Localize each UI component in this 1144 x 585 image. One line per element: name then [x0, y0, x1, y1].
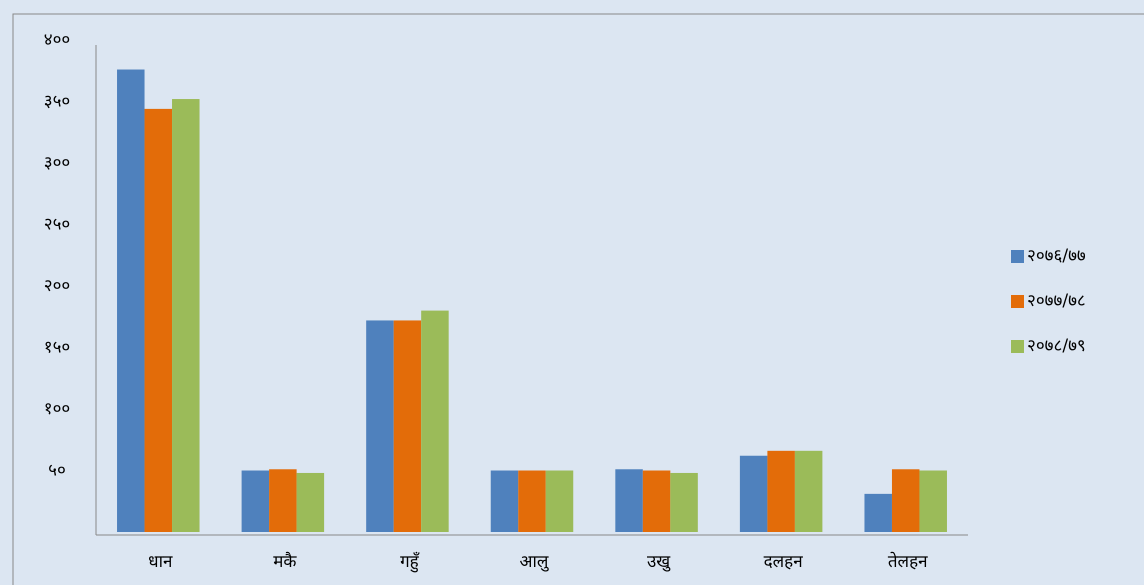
bar — [919, 470, 947, 532]
legend-swatch — [1011, 250, 1024, 263]
bar — [117, 69, 145, 533]
y-tick-label: २०० — [44, 276, 71, 296]
bar — [670, 472, 698, 532]
bar — [421, 310, 449, 532]
bar — [393, 320, 422, 532]
bar — [794, 450, 823, 532]
bar — [518, 470, 546, 532]
bar — [545, 470, 574, 532]
x-tick-label: उखु — [647, 552, 671, 572]
y-tick-label: १०० — [44, 399, 71, 419]
y-tick-label: ४०० — [44, 30, 71, 50]
bar — [144, 108, 173, 532]
legend-label: २०७८/७९ — [1027, 336, 1086, 356]
y-tick-label: १५० — [44, 338, 71, 358]
bar — [366, 320, 394, 532]
bar — [864, 493, 892, 532]
y-tick-label: २५० — [44, 215, 71, 235]
bar — [642, 470, 671, 532]
bar — [269, 469, 297, 532]
y-tick-label: ३०० — [44, 153, 71, 173]
y-tick-label: ५० — [48, 461, 66, 481]
x-tick-label: गहुँ — [400, 551, 420, 573]
bar — [767, 450, 795, 532]
frame — [12, 13, 1144, 585]
bar — [739, 455, 768, 532]
x-tick-label: धान — [148, 552, 173, 572]
legend-label: २०७६/७७ — [1027, 246, 1086, 266]
legend-label: २०७७/७८ — [1027, 291, 1086, 311]
x-tick-label: आलु — [520, 552, 550, 572]
x-tick-label: मकै — [273, 551, 297, 572]
bar — [891, 469, 920, 532]
bar — [490, 470, 519, 532]
legend-swatch — [1011, 340, 1024, 353]
y-tick-label: ३५० — [44, 92, 71, 112]
bar — [241, 470, 270, 532]
x-tick-label: दलहन — [764, 552, 804, 572]
x-tick-label: तेलहन — [888, 551, 928, 572]
legend-swatch — [1011, 295, 1024, 308]
bar — [615, 469, 643, 532]
bar — [296, 472, 325, 532]
bar — [172, 99, 200, 532]
